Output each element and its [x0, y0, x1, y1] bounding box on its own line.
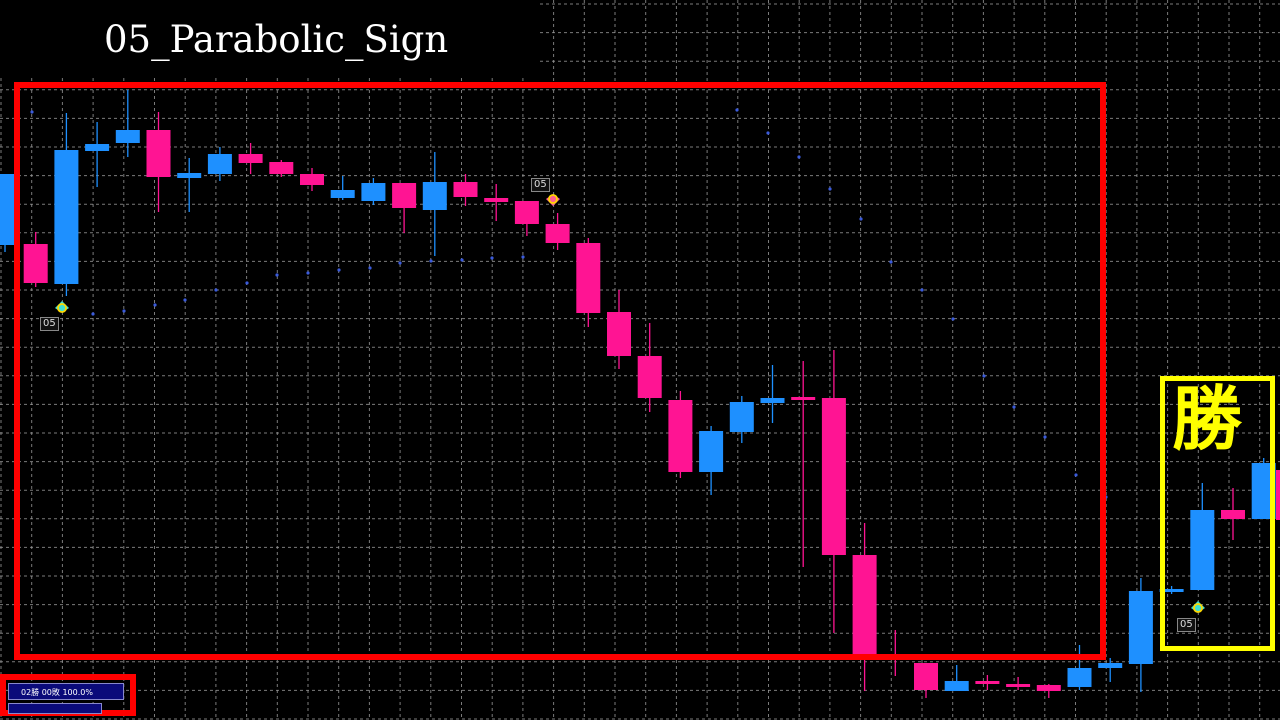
sell-signal-icon-ring — [548, 194, 558, 204]
win-frame — [1160, 376, 1275, 651]
win-label: 勝 — [1172, 377, 1242, 460]
parabolic-sar-dot — [828, 187, 832, 191]
parabolic-sar-dot — [275, 273, 279, 277]
parabolic-sar-dot — [30, 110, 34, 114]
bull-candle — [1067, 668, 1092, 687]
bull-candle — [944, 681, 969, 691]
parabolic-sar-dot — [982, 374, 986, 378]
parabolic-sar-dot — [337, 268, 341, 272]
bull-candle — [54, 150, 79, 284]
title-background — [0, 0, 540, 76]
buy-signal-icon-ring — [1193, 603, 1203, 613]
parabolic-sar-dot — [889, 260, 893, 264]
bull-candle — [1159, 589, 1184, 592]
bull-candle — [699, 431, 724, 472]
bull-candle — [0, 174, 17, 245]
parabolic-sar-dot — [429, 259, 433, 263]
bull-candle — [361, 183, 386, 201]
parabolic-sar-dot — [1043, 435, 1047, 439]
bull-candle — [760, 398, 785, 403]
bear-candle — [1006, 684, 1031, 687]
parabolic-sar-dot — [245, 281, 249, 285]
bear-candle — [392, 183, 417, 208]
parabolic-sar-dot — [460, 258, 464, 262]
bull-candle — [729, 402, 754, 432]
parabolic-sar-dot — [91, 312, 95, 316]
bear-candle — [821, 398, 846, 555]
bear-candle — [23, 244, 48, 283]
bull-candle — [1128, 591, 1153, 664]
parabolic-sar-dot — [122, 309, 126, 313]
parabolic-sar-dot — [153, 303, 157, 307]
parabolic-sar-dot — [521, 255, 525, 259]
bear-candle — [545, 224, 570, 243]
bear-candle — [852, 555, 877, 655]
signal-label: 05 — [1177, 618, 1196, 632]
bear-candle — [453, 182, 478, 197]
bear-candle — [1036, 685, 1061, 691]
bear-candle — [668, 400, 693, 472]
parabolic-sar-dot — [735, 108, 739, 112]
win-loss-stats: 02勝 00敗 100.0% — [8, 683, 124, 700]
bull-candle — [330, 190, 355, 198]
bull-candle — [177, 173, 202, 178]
parabolic-sar-dot — [490, 256, 494, 260]
bear-candle — [637, 356, 662, 398]
bull-candle — [207, 154, 232, 174]
signal-label: 05 — [40, 317, 59, 331]
bear-candle — [146, 130, 171, 177]
chart-title: 05_Parabolic_Sign — [104, 18, 449, 61]
bear-candle — [607, 312, 631, 356]
parabolic-sar-dot — [183, 298, 187, 302]
bear-candle — [975, 681, 1000, 684]
bear-candle — [576, 243, 601, 313]
buy-signal-icon-ring — [57, 303, 67, 313]
stats-panel-secondary — [8, 703, 102, 714]
bull-candle — [115, 130, 140, 143]
parabolic-sar-dot — [368, 266, 372, 270]
bear-candle — [914, 663, 938, 690]
highlight-frame — [14, 82, 1106, 660]
bear-candle — [514, 201, 539, 224]
bull-candle — [1190, 510, 1215, 590]
parabolic-sar-dot — [797, 155, 801, 159]
bull-candle — [422, 182, 447, 210]
bear-candle — [300, 174, 324, 185]
parabolic-sar-dot — [306, 271, 310, 275]
bear-candle — [484, 198, 509, 202]
parabolic-sar-dot — [398, 261, 402, 265]
parabolic-sar-dot — [214, 288, 218, 292]
parabolic-sar-dot — [1074, 473, 1078, 477]
bear-candle — [1276, 470, 1280, 520]
bear-candle — [269, 162, 294, 174]
signal-label: 05 — [531, 178, 550, 192]
parabolic-sar-dot — [859, 217, 863, 221]
parabolic-sar-dot — [951, 317, 955, 321]
bear-candle — [791, 397, 816, 400]
parabolic-sar-dot — [766, 131, 770, 135]
bull-candle — [85, 144, 110, 151]
bull-candle — [1098, 663, 1123, 668]
bear-candle — [238, 154, 263, 163]
parabolic-sar-dot — [1012, 405, 1016, 409]
bear-candle — [1221, 510, 1245, 519]
parabolic-sar-dot — [920, 288, 924, 292]
